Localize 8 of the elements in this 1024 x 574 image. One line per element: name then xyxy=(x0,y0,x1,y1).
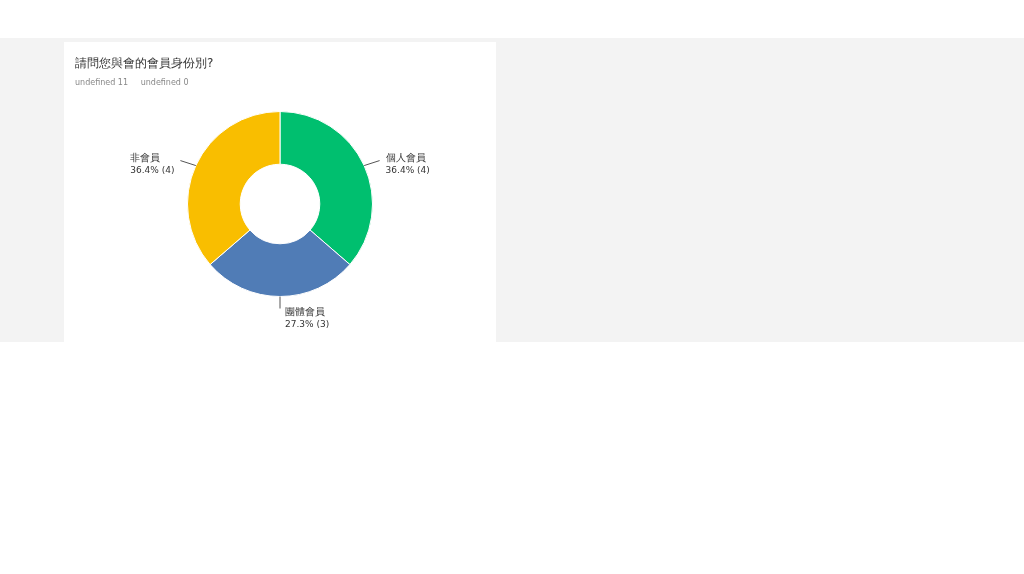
slice-label: 非會員 xyxy=(130,152,161,164)
chart-subtitle: undefined 11 undefined 0 xyxy=(75,78,189,87)
slice-label: 團體會員 xyxy=(285,306,325,318)
chart-title: 請問您與會的會員身份別? xyxy=(75,55,214,72)
data-label: 36.4% (4) xyxy=(385,164,430,175)
data-label: 36.4% (4) xyxy=(130,164,175,175)
slice-label: 個人會員 xyxy=(385,152,426,164)
data-label: 27.3% (3) xyxy=(285,318,330,329)
